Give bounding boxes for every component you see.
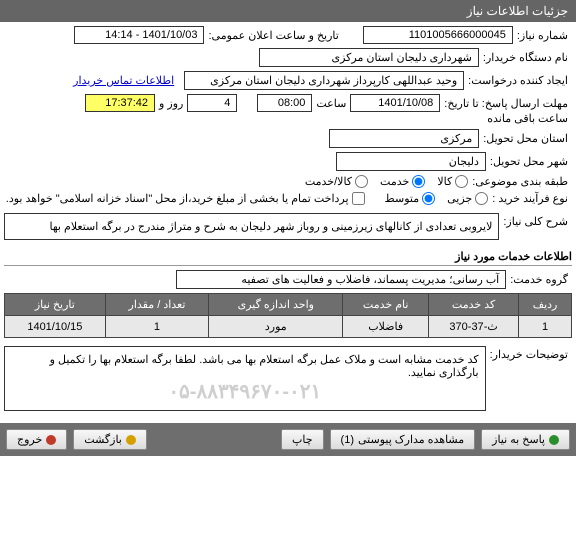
radio-goods-service-label: کالا/خدمت	[305, 175, 352, 188]
creator-label: ایجاد کننده درخواست:	[464, 74, 572, 87]
row-creator: ایجاد کننده درخواست: وحید عبداللهی کارپر…	[4, 71, 572, 90]
th-service-code: کد خدمت	[429, 294, 519, 316]
deadline-time-value: 08:00	[257, 94, 312, 112]
attachments-button-label: مشاهده مدارک پیوستی	[358, 433, 464, 446]
contact-link[interactable]: اطلاعات تماس خریدار	[73, 74, 174, 87]
need-number-value: 1101005666000045	[363, 26, 513, 44]
print-button-label: چاپ	[292, 433, 313, 446]
purchase-type-label: نوع فرآیند خرید :	[488, 192, 572, 205]
main-content: شماره نیاز: 1101005666000045 تاریخ و ساع…	[0, 22, 576, 423]
row-deadline: مهلت ارسال پاسخ: تا تاریخ: 1401/10/08 سا…	[4, 94, 572, 125]
days-label: روز و	[155, 97, 187, 110]
category-label: طبقه بندی موضوعی:	[468, 175, 572, 188]
radio-medium-label: متوسط	[385, 192, 420, 205]
td-code: ث-37-370	[429, 316, 519, 338]
city-value: دلیجان	[336, 152, 486, 171]
th-need-date: تاریخ نیاز	[5, 294, 106, 316]
back-icon	[126, 435, 136, 445]
radio-small-label: جزیی	[447, 192, 472, 205]
td-name: فاضلاب	[343, 316, 429, 338]
respond-button[interactable]: پاسخ به نیاز	[481, 429, 570, 450]
td-unit: مورد	[209, 316, 343, 338]
row-description: شرح کلی نیاز: لایروبی تعدادی از کانالهای…	[4, 209, 572, 244]
th-qty: تعداد / مقدار	[105, 294, 209, 316]
radio-medium-input[interactable]	[422, 192, 435, 205]
buyer-notes-box: کد خدمت مشابه است و ملاک عمل برگه استعلا…	[4, 346, 486, 411]
days-value: 4	[187, 94, 237, 112]
buyer-notes-text: کد خدمت مشابه است و ملاک عمل برگه استعلا…	[11, 353, 479, 379]
td-date: 1401/10/15	[5, 316, 106, 338]
payment-checkbox-input[interactable]	[352, 192, 365, 205]
row-need-number: شماره نیاز: 1101005666000045 تاریخ و ساع…	[4, 26, 572, 44]
service-group-label: گروه خدمت:	[506, 273, 572, 286]
row-city: شهر محل تحویل: دلیجان	[4, 152, 572, 171]
purchase-type-radio-group: جزیی متوسط	[385, 192, 489, 205]
announce-datetime-value: 1401/10/03 - 14:14	[74, 26, 204, 44]
right-button-group: بازگشت خروج	[6, 429, 147, 450]
respond-button-label: پاسخ به نیاز	[492, 433, 545, 446]
radio-goods-input[interactable]	[455, 175, 468, 188]
category-radio-group: کالا خدمت کالا/خدمت	[305, 175, 468, 188]
need-number-label: شماره نیاز:	[513, 29, 572, 42]
city-label: شهر محل تحویل:	[486, 155, 572, 168]
province-value: مرکزی	[329, 129, 479, 148]
buyer-notes-label: توضیحات خریدار:	[486, 342, 572, 361]
table-header-row: ردیف کد خدمت نام خدمت واحد اندازه گیری ت…	[5, 294, 572, 316]
row-category: طبقه بندی موضوعی: کالا خدمت کالا/خدمت	[4, 175, 572, 188]
th-service-name: نام خدمت	[343, 294, 429, 316]
radio-small-input[interactable]	[475, 192, 488, 205]
remaining-time-value: 17:37:42	[85, 94, 155, 112]
remaining-label: ساعت باقی مانده	[483, 112, 572, 125]
td-idx: 1	[519, 316, 572, 338]
table-row: 1 ث-37-370 فاضلاب مورد 1 1401/10/15	[5, 316, 572, 338]
radio-goods-label: کالا	[437, 175, 452, 188]
radio-service[interactable]: خدمت	[380, 175, 425, 188]
attachments-button[interactable]: مشاهده مدارک پیوستی (1)	[330, 429, 476, 450]
radio-service-input[interactable]	[412, 175, 425, 188]
respond-icon	[549, 435, 559, 445]
row-buyer-notes: توضیحات خریدار: کد خدمت مشابه است و ملاک…	[4, 342, 572, 415]
exit-icon	[46, 435, 56, 445]
radio-small[interactable]: جزیی	[447, 192, 488, 205]
payment-checkbox[interactable]: پرداخت تمام یا بخشی از مبلغ خرید،از محل …	[6, 192, 365, 205]
desc-box: لایروبی تعدادی از کانالهای زیرزمینی و رو…	[4, 213, 499, 240]
th-row: ردیف	[519, 294, 572, 316]
desc-label: شرح کلی نیاز:	[499, 209, 572, 228]
exit-button-label: خروج	[17, 433, 42, 446]
desc-text: لایروبی تعدادی از کانالهای زیرزمینی و رو…	[49, 221, 492, 233]
services-table: ردیف کد خدمت نام خدمت واحد اندازه گیری ت…	[4, 293, 572, 338]
announce-datetime-label: تاریخ و ساعت اعلان عمومی:	[204, 29, 342, 42]
back-button[interactable]: بازگشت	[73, 429, 147, 450]
section-title-services: اطلاعات خدمات مورد نیاز	[4, 250, 572, 266]
row-province: استان محل تحویل: مرکزی	[4, 129, 572, 148]
attachments-count: (1)	[341, 434, 354, 446]
radio-goods-service-input[interactable]	[355, 175, 368, 188]
row-purchase-type: نوع فرآیند خرید : جزیی متوسط پرداخت تمام…	[4, 192, 572, 205]
bottom-toolbar: پاسخ به نیاز مشاهده مدارک پیوستی (1) چاپ…	[0, 423, 576, 456]
window-title-bar: جزئیات اطلاعات نیاز	[0, 0, 576, 22]
td-qty: 1	[105, 316, 209, 338]
time-label: ساعت	[312, 97, 350, 110]
radio-goods-service[interactable]: کالا/خدمت	[305, 175, 368, 188]
radio-goods[interactable]: کالا	[437, 175, 468, 188]
deadline-date-value: 1401/10/08	[350, 94, 440, 112]
back-button-label: بازگشت	[84, 433, 122, 446]
row-service-group: گروه خدمت: آب رسانی؛ مدیریت پسماند، فاضل…	[4, 270, 572, 289]
window-title: جزئیات اطلاعات نیاز	[467, 4, 568, 18]
payment-note-label: پرداخت تمام یا بخشی از مبلغ خرید،از محل …	[6, 192, 349, 205]
row-buyer-org: نام دستگاه خریدار: شهرداری دلیجان استان …	[4, 48, 572, 67]
province-label: استان محل تحویل:	[479, 132, 572, 145]
watermark-text: ۰۵-۸۸۳۴۹۶۷۰-۰۲۱	[11, 379, 479, 404]
th-unit: واحد اندازه گیری	[209, 294, 343, 316]
radio-service-label: خدمت	[380, 175, 409, 188]
buyer-org-value: شهرداری دلیجان استان مرکزی	[259, 48, 479, 67]
left-button-group: پاسخ به نیاز مشاهده مدارک پیوستی (1) چاپ	[281, 429, 570, 450]
buyer-org-label: نام دستگاه خریدار:	[479, 51, 572, 64]
exit-button[interactable]: خروج	[6, 429, 67, 450]
print-button[interactable]: چاپ	[281, 429, 324, 450]
creator-value: وحید عبداللهی کارپرداز شهرداری دلیجان اس…	[184, 71, 464, 90]
service-group-value: آب رسانی؛ مدیریت پسماند، فاضلاب و فعالیت…	[176, 270, 506, 289]
radio-medium[interactable]: متوسط	[385, 192, 436, 205]
deadline-label: مهلت ارسال پاسخ: تا تاریخ:	[440, 97, 572, 110]
